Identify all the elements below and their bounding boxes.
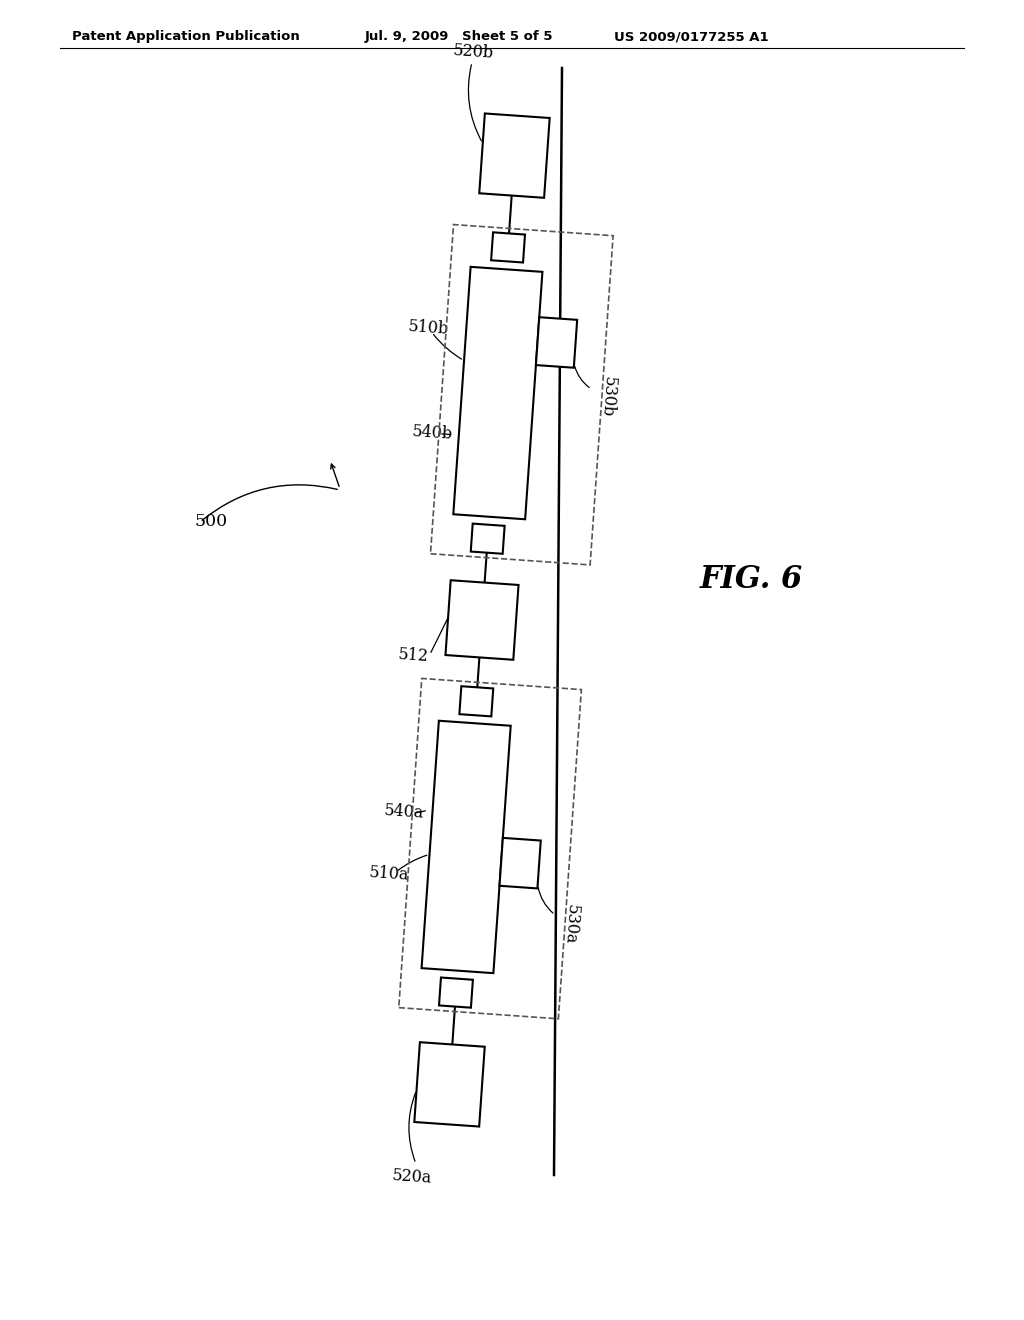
Text: 500: 500 xyxy=(195,513,228,531)
Polygon shape xyxy=(422,721,511,973)
Text: 540a: 540a xyxy=(383,803,424,822)
Text: 512: 512 xyxy=(397,645,429,665)
Polygon shape xyxy=(445,581,518,660)
Polygon shape xyxy=(479,114,550,198)
Polygon shape xyxy=(492,232,525,263)
Text: 530a: 530a xyxy=(561,904,581,945)
Polygon shape xyxy=(454,267,543,519)
Polygon shape xyxy=(460,686,494,717)
Text: 540b: 540b xyxy=(412,424,454,444)
Polygon shape xyxy=(536,317,578,368)
Text: Patent Application Publication: Patent Application Publication xyxy=(72,30,300,44)
Text: 510a: 510a xyxy=(369,865,410,884)
Text: Jul. 9, 2009: Jul. 9, 2009 xyxy=(365,30,450,44)
Text: 510b: 510b xyxy=(408,318,450,338)
Text: FIG. 6: FIG. 6 xyxy=(700,565,803,595)
Text: US 2009/0177255 A1: US 2009/0177255 A1 xyxy=(614,30,769,44)
Polygon shape xyxy=(500,838,541,888)
Polygon shape xyxy=(415,1043,484,1126)
Text: 530b: 530b xyxy=(597,376,617,418)
Text: 520b: 520b xyxy=(452,42,494,62)
Polygon shape xyxy=(471,524,505,554)
Text: Sheet 5 of 5: Sheet 5 of 5 xyxy=(462,30,553,44)
Polygon shape xyxy=(439,978,473,1007)
Text: 520a: 520a xyxy=(391,1167,432,1187)
